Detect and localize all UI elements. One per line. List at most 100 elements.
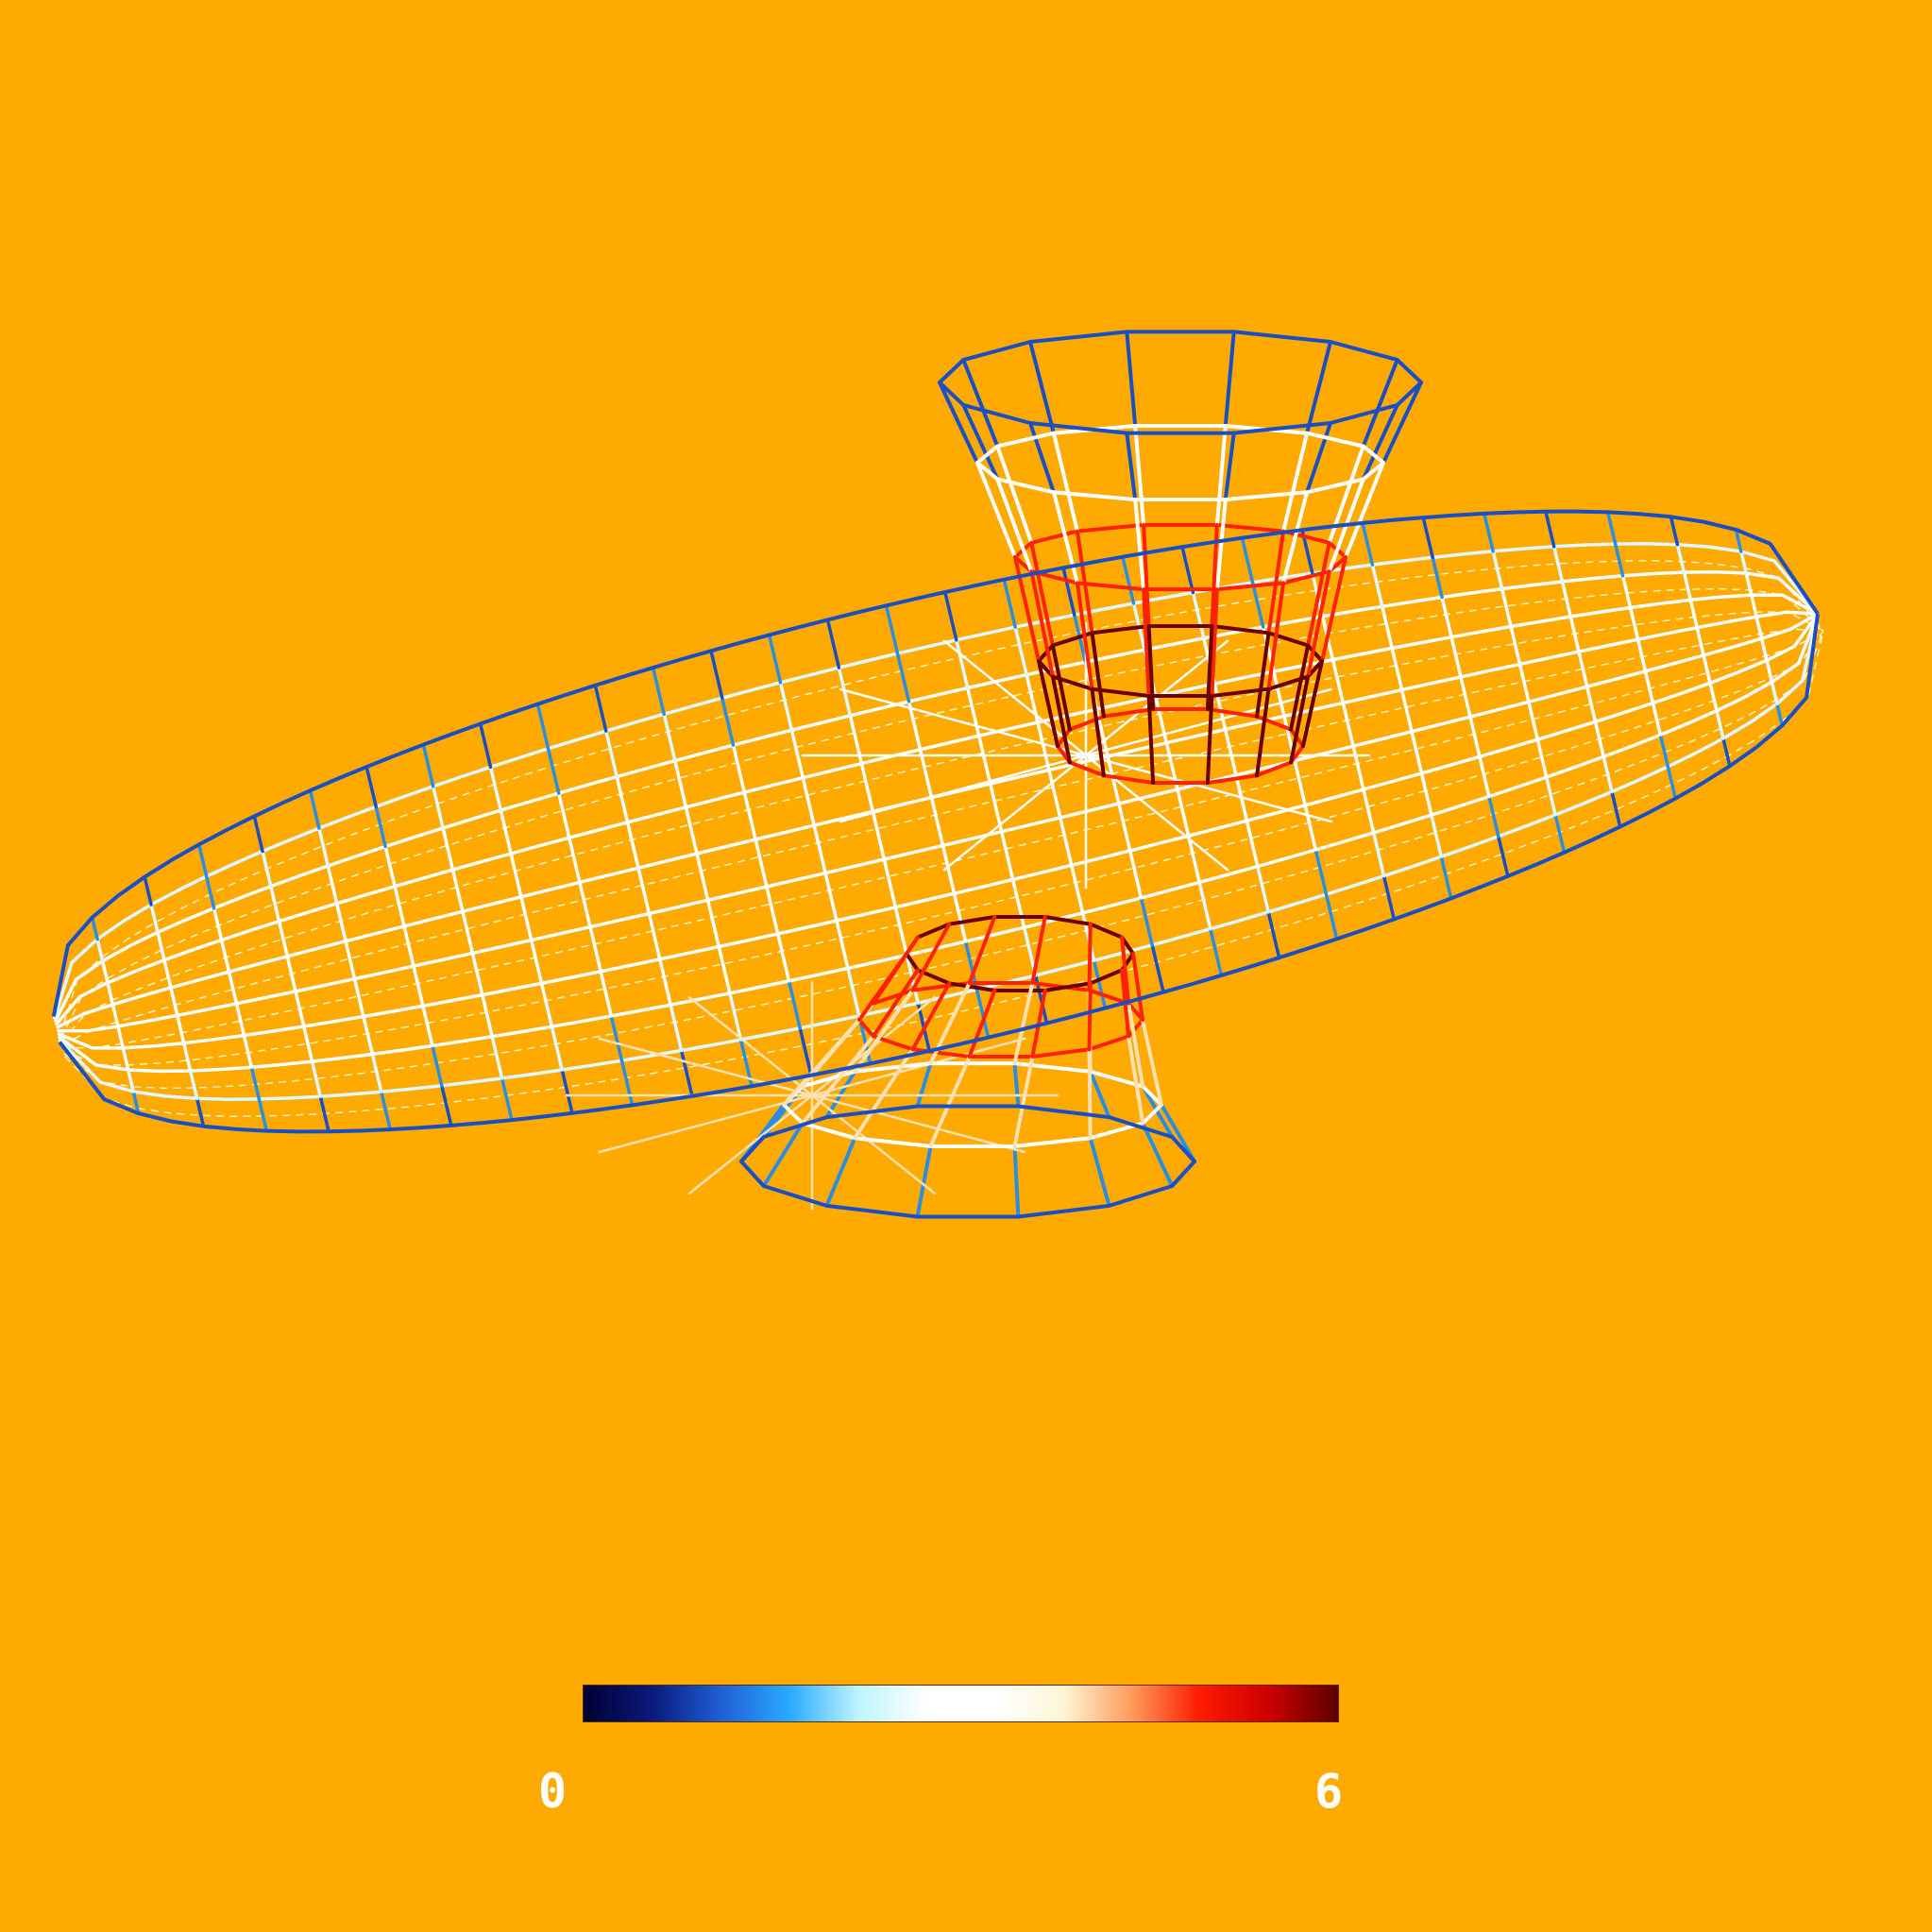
body-cross-edge [1468,715,1482,759]
lower-neck-vertical-edge [853,988,915,1074]
upper-neck-vertical-edge [938,381,979,465]
body-cross-edge [1186,834,1201,885]
upper-neck-vertical-edge [1214,498,1228,592]
body-cross-edge [1483,512,1495,553]
body-cross-edge [116,1025,126,1050]
body-cross-edge [440,1083,453,1127]
body-cross-edge [326,864,339,906]
body-cross-edge [1635,637,1648,673]
body-cross-edge [669,1003,684,1053]
body-cross-edge [257,1097,269,1133]
body-cross-edge [1749,593,1758,619]
lower-neck-vertical-edge [1160,1103,1196,1163]
body-cross-edge [519,895,534,942]
body-cross-edge [1440,595,1453,639]
body-cross-edge [578,880,592,929]
body-cross-edge [162,958,173,990]
body-cross-edge [658,958,672,1007]
body-cross-edge [1127,849,1144,900]
body-cross-edge [695,852,710,903]
body-cross-edge [1390,646,1404,692]
lower-neck-vertical-edge [1030,915,1047,985]
body-cross-edge [775,932,791,983]
body-cross-edge [636,866,652,916]
body-long-edge [57,612,1820,1050]
body-cross-edge [421,742,435,788]
body-cross-edge [242,1033,254,1069]
body-cross-edge [294,990,306,1028]
body-cross-edge [765,885,780,936]
body-cross-edge [778,681,794,732]
body-cross-edge [1361,521,1375,567]
body-cross-edge [1610,789,1622,829]
upper-neck-vertical-edge [1255,631,1271,719]
upper-neck-vertical-edge [1146,624,1156,711]
lower-neck-vertical-edge [1087,922,1093,992]
body-cross-edge [1256,864,1270,914]
body-cross-edge [1553,813,1567,855]
body-cross-edge [535,702,551,751]
body-cross-edge [952,891,968,943]
body-cross-edge [742,790,757,841]
body-cross-edge [1439,855,1453,901]
body-outline [58,613,1820,1134]
body-cross-edge [393,884,406,928]
body-cross-edge [383,844,397,889]
body-cross-edge [127,1068,135,1093]
upper-neck-vertical-edge [1205,624,1214,711]
lower-neck-vertical-edge [761,1121,805,1188]
body-cross-edge [1381,873,1397,922]
body-cross-edge [302,1025,314,1063]
upper-neck-vertical-edge [1306,569,1331,679]
body-cross-edge [812,823,827,875]
upper-neck-ring [975,424,1385,501]
body-cross-edge [1092,958,1108,1010]
upper-neck-vertical-edge [1205,694,1214,785]
body-cross-edge [1721,737,1732,769]
body-cross-edge [1517,662,1531,704]
body-cross-edge [1223,727,1238,777]
body-cross-edge [673,758,688,809]
body-cross-edge [825,618,841,669]
upper-neck-vertical-edge [1320,555,1347,663]
body-cross-edge [181,1041,193,1073]
body-cross-edge [625,821,640,870]
body-cross-edge [1449,635,1463,679]
body-cross-edge [421,1004,434,1048]
lower-neck-vertical-edge [967,989,997,1059]
body-cross-edge [798,1026,813,1077]
body-cross-edge [651,666,666,717]
body-cross-edge [679,1048,694,1098]
body-cross-edge [1381,604,1394,651]
body-cross-edge [500,1076,514,1122]
body-cross-edge [1560,580,1572,619]
body-cross-edge [943,590,958,642]
body-cross-edge [318,1094,330,1134]
lower-neck-vertical-edge [910,981,952,1052]
body-cross-edge [1139,896,1154,947]
junction-flow-edge [687,1093,814,1195]
body-cross-edge [1602,754,1614,794]
lower-neck-vertical-edge [1141,1018,1163,1107]
body-cross-edge [1487,794,1500,839]
upper-neck-vertical-edge [1344,461,1385,559]
lower-neck-vertical-edge [1087,981,1093,1052]
body-cross-edge [1002,577,1017,629]
body-cross-edge [1330,657,1346,705]
body-cross-edge [488,765,503,812]
upper-neck-vertical-edge [1029,540,1055,648]
outline-edges-layer [51,330,1820,1219]
body-cross-edge [1324,892,1339,941]
body-cross-edge [1303,804,1318,852]
upper-neck-vertical-edge [1223,330,1236,428]
body-cross-edge [1240,535,1255,585]
body-cross-edge [882,857,898,909]
body-cross-edge [1620,574,1633,610]
body-cross-edge [593,684,608,733]
body-cross-edge [556,791,571,839]
body-cross-edge [90,915,99,941]
body-cross-edge [754,838,769,889]
body-cross-edge [1059,816,1074,868]
body-cross-edge [684,805,699,856]
body-cross-edge [1341,701,1355,748]
